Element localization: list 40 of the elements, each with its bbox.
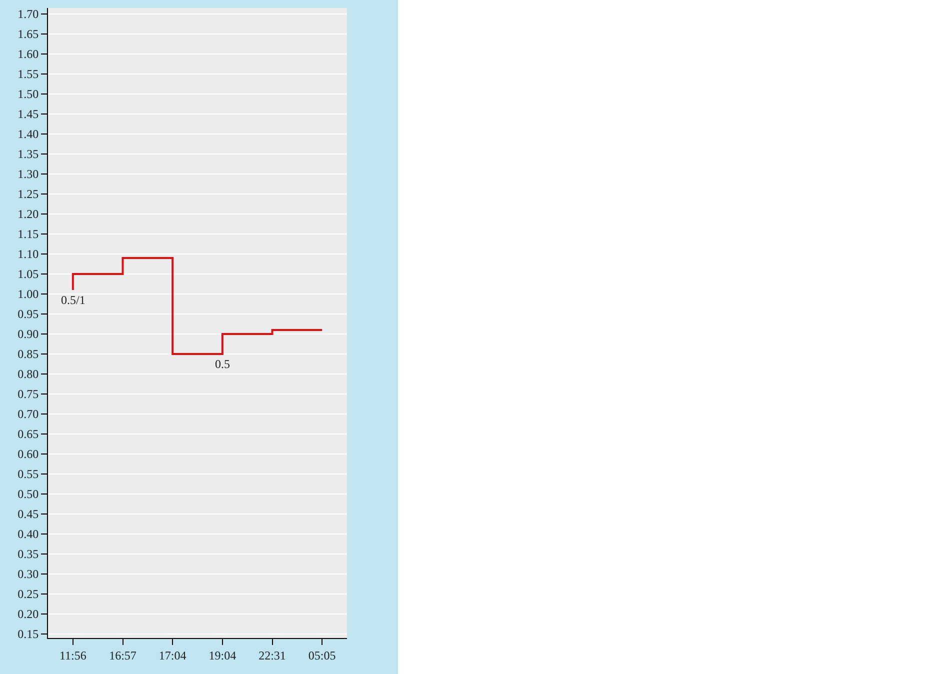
x-tick-label: 16:57: [109, 648, 136, 662]
y-tick-label: 0.35: [18, 547, 39, 562]
y-tick-label: 1.50: [18, 87, 39, 102]
annotation: 0.5/1: [61, 293, 86, 307]
y-tick-label: 1.30: [18, 167, 39, 182]
annotation: 0.5: [215, 357, 230, 371]
y-tick-label: 1.25: [18, 187, 39, 202]
y-tick-label: 0.85: [18, 347, 39, 362]
y-tick-label: 0.80: [18, 367, 39, 382]
x-tick-label: 17:04: [158, 648, 186, 662]
y-tick-label: 1.45: [18, 107, 39, 122]
y-tick-label: 0.50: [18, 487, 39, 502]
y-tick-label: 0.70: [18, 407, 39, 422]
y-tick-label: 1.20: [18, 207, 39, 222]
x-tick-label: 22:31: [258, 648, 286, 662]
y-tick-label: 0.60: [18, 447, 39, 462]
y-tick-label: 0.15: [18, 627, 39, 642]
x-tick-label: 05:05: [308, 648, 336, 662]
y-tick-label: 1.60: [18, 47, 39, 62]
y-tick-label: 0.95: [18, 307, 39, 322]
y-tick-label: 1.40: [18, 127, 39, 142]
y-tick-label: 0.90: [18, 327, 39, 342]
y-tick-label: 1.15: [18, 227, 39, 242]
y-tick-label: 0.30: [18, 567, 39, 582]
y-tick-label: 0.25: [18, 587, 39, 602]
y-tick-label: 0.20: [18, 607, 39, 622]
y-tick-label: 0.40: [18, 527, 39, 542]
y-tick-label: 1.35: [18, 147, 39, 162]
y-tick-label: 0.65: [18, 427, 39, 442]
y-tick-label: 1.70: [18, 7, 39, 22]
y-tick-label: 1.10: [18, 247, 39, 262]
y-tick-label: 0.45: [18, 507, 39, 522]
y-tick-label: 1.65: [18, 27, 39, 42]
y-tick-label: 1.05: [18, 267, 39, 282]
y-tick-label: 0.75: [18, 387, 39, 402]
x-tick-label: 19:04: [208, 648, 236, 662]
x-tick-label: 11:56: [59, 648, 86, 662]
y-tick-label: 0.55: [18, 467, 39, 482]
y-tick-label: 1.55: [18, 67, 39, 82]
y-tick-label: 1.00: [18, 287, 39, 302]
